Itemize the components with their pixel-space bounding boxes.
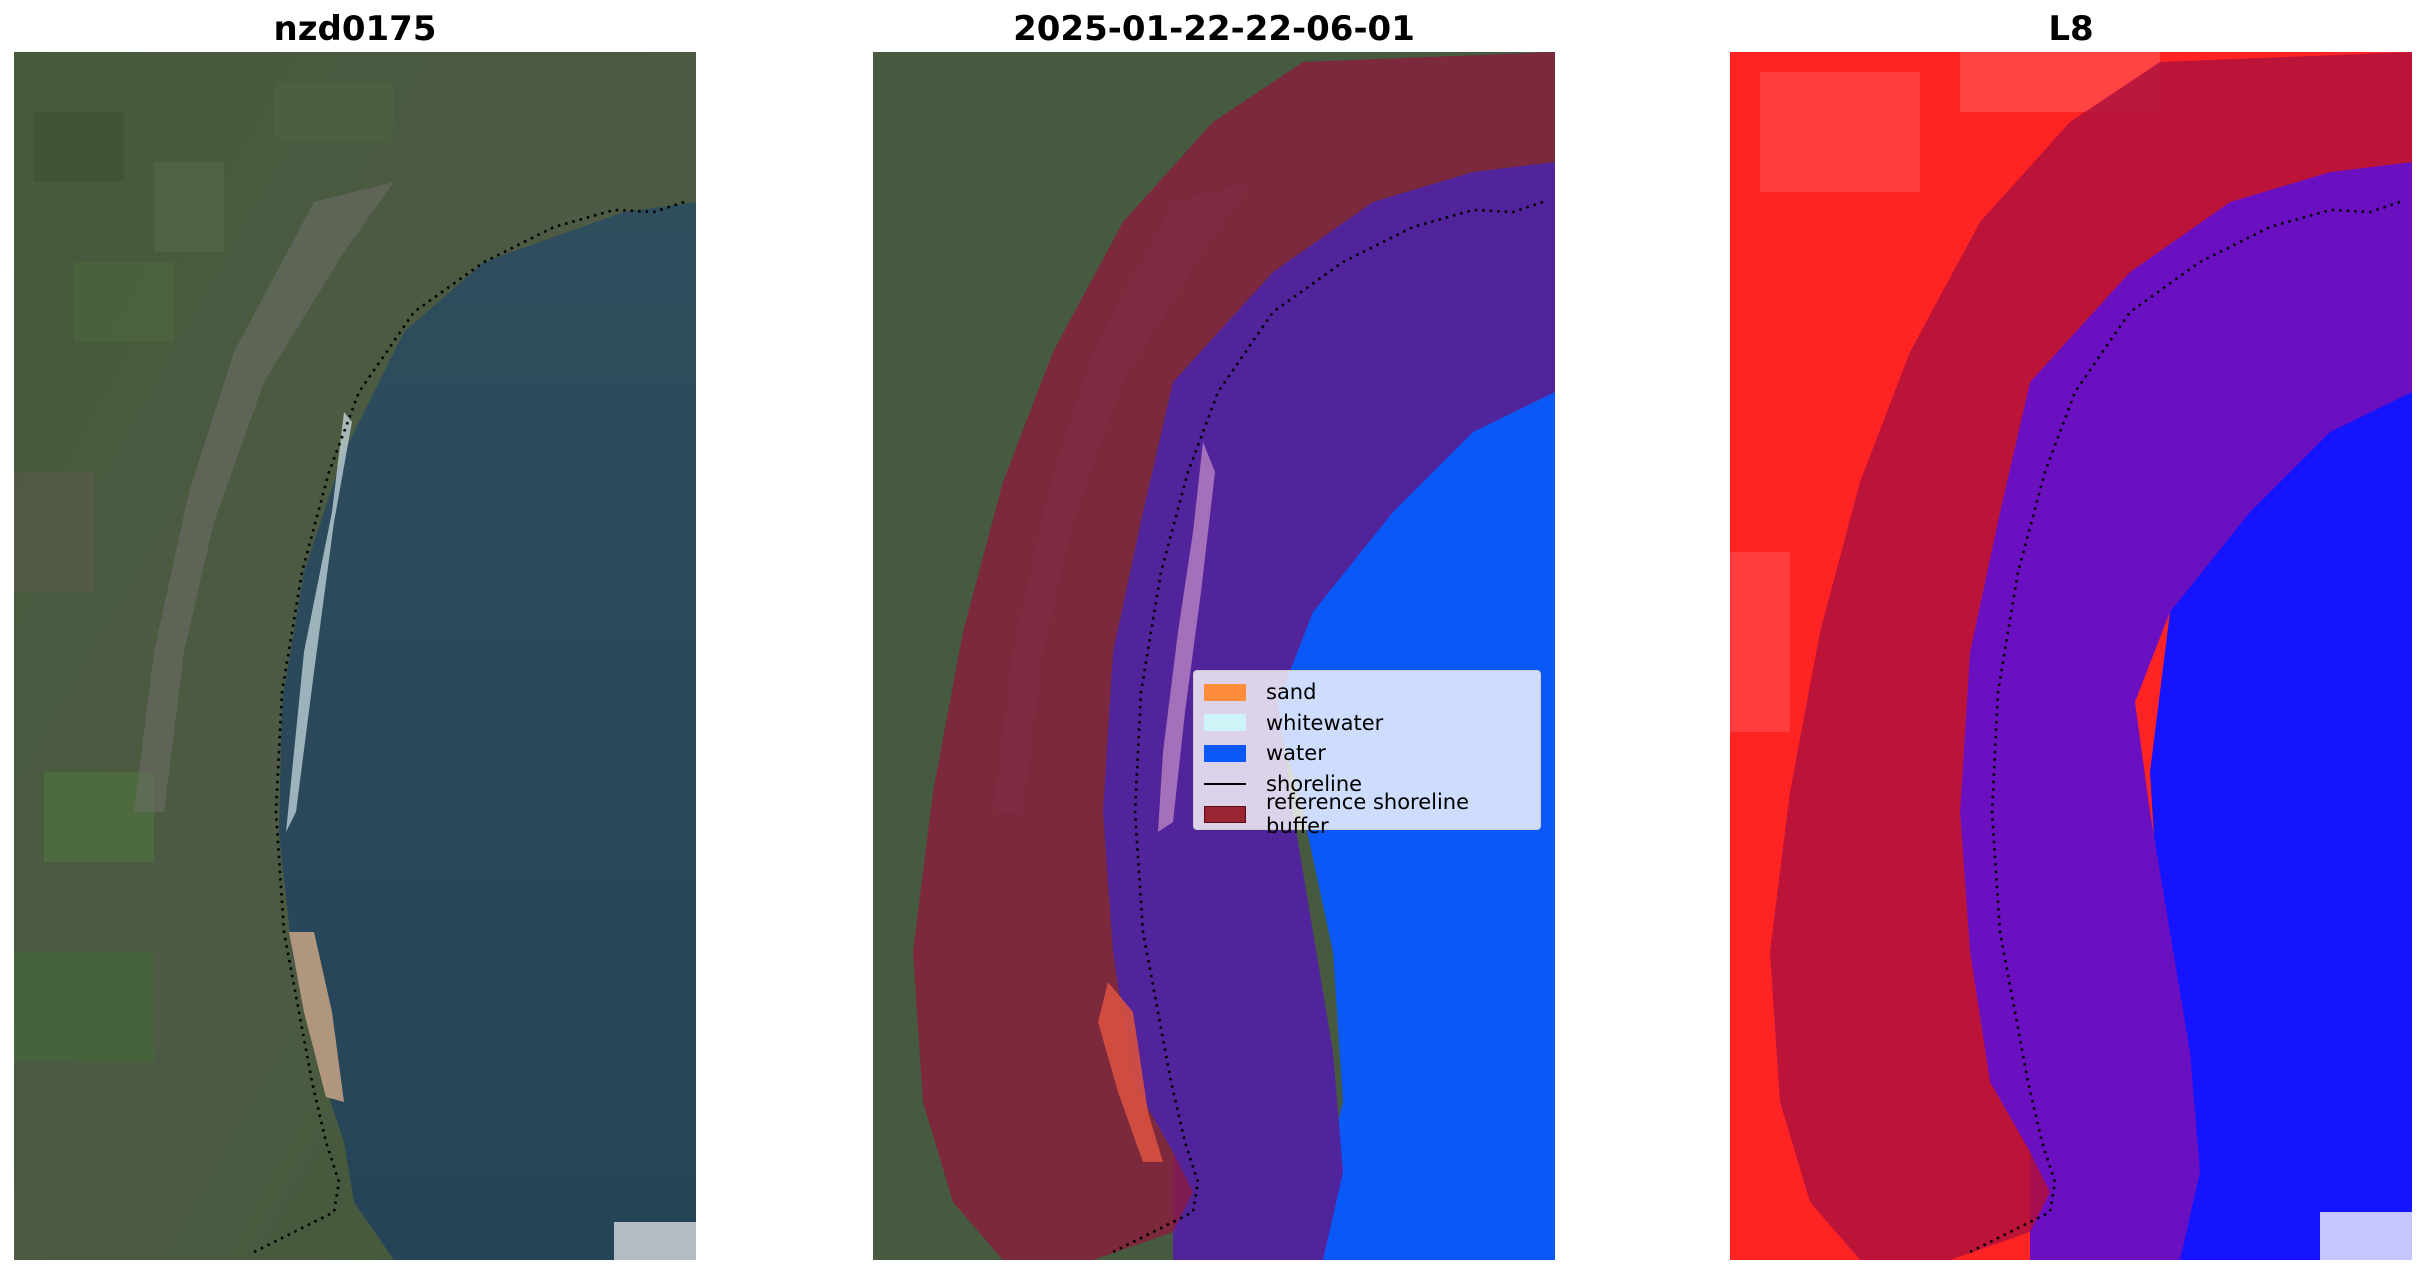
legend-swatch-whitewater xyxy=(1204,714,1246,732)
legend-swatch-buffer xyxy=(1204,805,1246,823)
legend-item-sand: sand xyxy=(1204,677,1528,708)
panel-title-rgb: nzd0175 xyxy=(273,9,437,49)
index-panel xyxy=(1730,52,2412,1260)
reference-shoreline-buffer xyxy=(913,52,1555,1260)
legend-label-buffer: reference shoreline buffer xyxy=(1266,790,1470,839)
shoreline-dotted-2 xyxy=(1112,200,1544,1254)
rgb-image-panel xyxy=(14,52,696,1260)
legend-swatch-shoreline xyxy=(1204,782,1246,785)
ocean xyxy=(279,202,696,1260)
panel-title-classification: 2025-01-22-22-06-01 xyxy=(1013,9,1415,49)
whitewater-pixels xyxy=(1158,442,1215,832)
sand-pixels xyxy=(1098,982,1163,1162)
legend-swatch-sand xyxy=(1204,683,1246,701)
legend-label-whitewater: whitewater xyxy=(1266,710,1384,735)
legend-item-whitewater: whitewater xyxy=(1204,708,1528,739)
buffer-water-region xyxy=(1103,162,1555,1260)
legend: sand whitewater water shoreline referenc… xyxy=(1193,670,1541,838)
cloud-patch xyxy=(614,1222,696,1260)
field-patches xyxy=(14,82,394,1062)
legend-label-water: water xyxy=(1266,741,1326,766)
legend-item-buffer: reference shoreline buffer xyxy=(1204,790,1528,838)
beach xyxy=(289,932,344,1102)
town-area xyxy=(134,182,394,812)
classification-panel xyxy=(873,52,1555,1260)
legend-swatch-water xyxy=(1204,744,1246,762)
legend-label-sand: sand xyxy=(1266,680,1317,705)
panel-title-index: L8 xyxy=(2048,9,2094,49)
shoreline-dotted xyxy=(253,200,685,1254)
legend-item-shoreline: shoreline xyxy=(1204,769,1528,800)
legend-item-water: water xyxy=(1204,738,1528,769)
surf xyxy=(286,412,352,832)
legend-label-shoreline: shoreline xyxy=(1266,771,1363,796)
